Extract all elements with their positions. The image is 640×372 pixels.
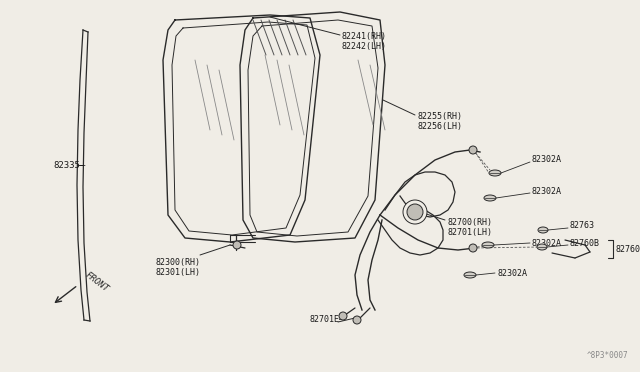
Ellipse shape (464, 272, 476, 278)
Text: 82255(RH)
82256(LH): 82255(RH) 82256(LH) (417, 112, 462, 131)
Text: 82300(RH)
82301(LH): 82300(RH) 82301(LH) (155, 258, 200, 278)
Ellipse shape (489, 170, 501, 176)
Text: 82241(RH)
82242(LH): 82241(RH) 82242(LH) (342, 32, 387, 51)
Text: 82335—: 82335— (53, 160, 85, 170)
Text: 82763: 82763 (570, 221, 595, 231)
Text: 82701E—: 82701E— (310, 315, 345, 324)
Circle shape (407, 204, 423, 220)
Circle shape (469, 146, 477, 154)
Text: 82700(RH)
82701(LH): 82700(RH) 82701(LH) (447, 218, 492, 237)
Text: 82302A: 82302A (497, 269, 527, 278)
Text: 82302A: 82302A (532, 238, 562, 247)
Ellipse shape (484, 195, 496, 201)
Text: ^8P3*0007: ^8P3*0007 (586, 351, 628, 360)
Text: FRONT: FRONT (83, 270, 110, 294)
Circle shape (403, 200, 427, 224)
Ellipse shape (538, 227, 548, 233)
Circle shape (233, 241, 241, 249)
Text: 82760: 82760 (615, 244, 640, 253)
Ellipse shape (537, 244, 547, 250)
Text: 82302A: 82302A (532, 155, 562, 164)
Circle shape (339, 312, 347, 320)
Text: 82302A: 82302A (532, 186, 562, 196)
Text: 82760B: 82760B (570, 240, 600, 248)
Circle shape (353, 316, 361, 324)
Circle shape (469, 244, 477, 252)
Ellipse shape (482, 242, 494, 248)
